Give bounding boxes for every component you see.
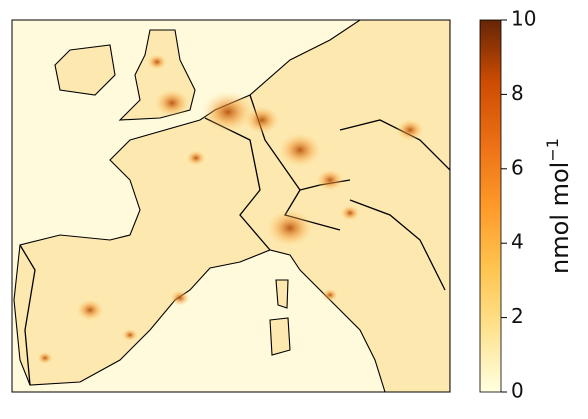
hotspot xyxy=(76,298,104,322)
hotspot xyxy=(278,132,322,168)
hotspot xyxy=(37,351,53,365)
map-area xyxy=(12,20,450,392)
hotspot xyxy=(244,105,280,135)
continent xyxy=(13,20,450,392)
hotspot xyxy=(170,290,190,306)
hotspot xyxy=(154,88,190,118)
hotspot xyxy=(147,54,167,70)
hotspot xyxy=(266,208,314,248)
colorbar-label-superscript: −1 xyxy=(543,138,562,162)
colorbar-tick-label: 0 xyxy=(511,379,524,403)
map-frame xyxy=(11,19,451,393)
hotspot xyxy=(340,205,360,221)
hotspot xyxy=(396,118,424,142)
hotspot xyxy=(122,328,138,342)
ireland xyxy=(54,44,116,96)
colorbar-tick-label: 6 xyxy=(511,155,524,179)
corsica xyxy=(275,279,289,309)
sardinia xyxy=(269,317,291,356)
colorbar-label: nmol mol−1 xyxy=(543,138,574,274)
colorbar-label-text: nmol mol xyxy=(546,162,574,274)
colorbar-tick-label: 10 xyxy=(511,7,536,31)
colorbar-tick-label: 4 xyxy=(511,230,524,254)
hotspot xyxy=(186,150,206,166)
colorbar-tick-label: 8 xyxy=(511,81,524,105)
hotspot xyxy=(316,168,344,192)
colorbar xyxy=(479,19,502,393)
hotspot xyxy=(322,288,338,302)
hotspot xyxy=(202,91,254,133)
colorbar-tick-label: 2 xyxy=(511,304,524,328)
